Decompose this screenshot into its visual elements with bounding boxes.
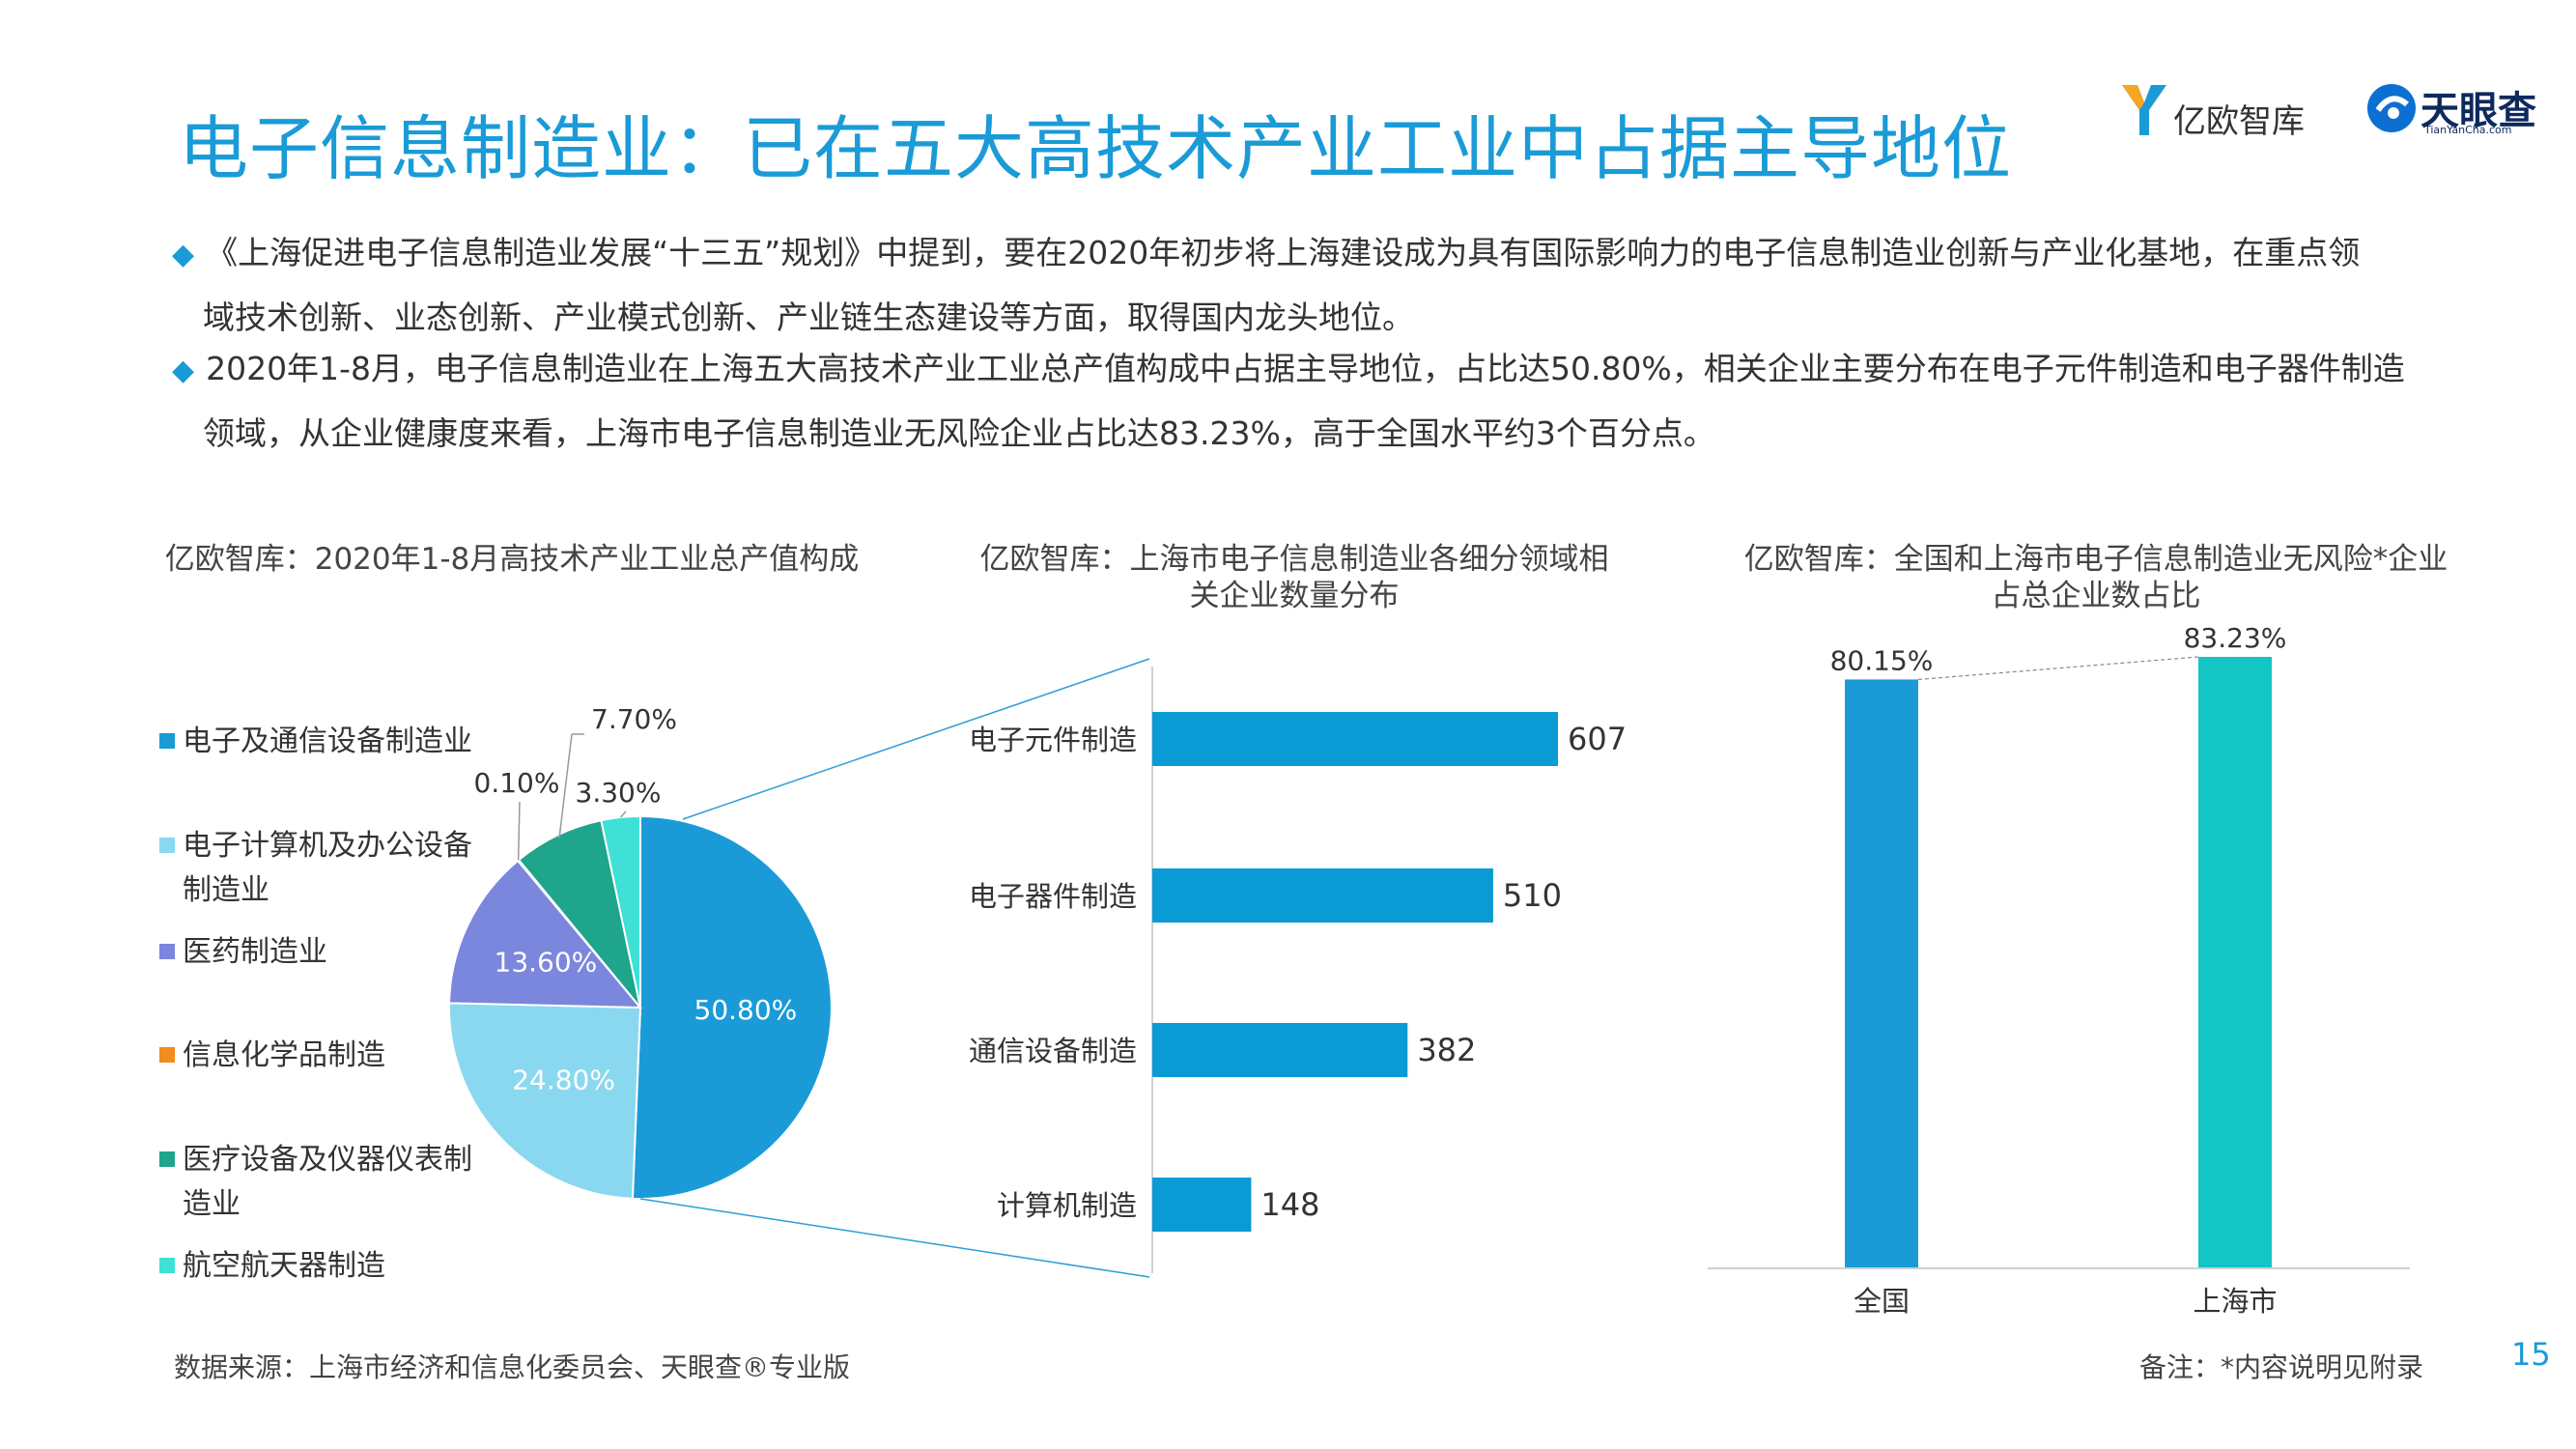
- pie-leader-4: [558, 733, 573, 839]
- hbar-0: [1152, 712, 1558, 766]
- legend-swatch: [159, 1258, 175, 1273]
- legend-item-4: 医疗设备及仪器仪表制 造业: [159, 1138, 472, 1227]
- hbar-3: [1152, 1178, 1252, 1232]
- hbar-category-1: 电子器件制造: [969, 880, 1137, 913]
- legend-item-3: 信息化学品制造: [159, 1034, 385, 1078]
- legend-item-0: 电子及通信设备制造业: [159, 720, 472, 764]
- bullet-1-cont: 域技术创新、业态创新、产业模式创新、产业链生态建设等方面，取得国内龙头地位。: [203, 298, 1414, 336]
- diamond-icon: ◆: [172, 354, 195, 387]
- tianyancha-logo-icon: [2364, 81, 2419, 135]
- hbar-1: [1152, 868, 1493, 923]
- tianyancha-logo-text: 天眼查: [2420, 89, 2536, 133]
- pie-label-1: 24.80%: [512, 1065, 615, 1096]
- hbar-value-2: 382: [1417, 1032, 1476, 1068]
- legend-swatch: [159, 944, 175, 959]
- pie-label-0: 50.80%: [694, 994, 798, 1026]
- legend-item-2: 医药制造业: [159, 930, 327, 975]
- column-value-0: 80.15%: [1830, 644, 1934, 676]
- legend-label: 电子计算机及办公设备: [183, 829, 472, 863]
- legend-swatch: [159, 1047, 175, 1063]
- pie-chart-title: 亿欧智库：2020年1-8月高技术产业工业总产值构成: [164, 542, 860, 577]
- pie-slice-5: [600, 814, 641, 1009]
- column-value-1: 83.23%: [2184, 622, 2287, 654]
- connector-bottom: [639, 1198, 1150, 1278]
- bullet-2-cont: 领域，从企业健康度来看，上海市电子信息制造业无风险企业占比达83.23%，高于全…: [203, 414, 1715, 452]
- bar-chart-title: 亿欧智库：上海市电子信息制造业各细分领域相 关企业数量分布: [979, 542, 1609, 613]
- hbar-value-1: 510: [1503, 877, 1562, 914]
- legend-label: 医药制造业: [183, 935, 327, 969]
- bullet-2: ◆ 2020年1-8月，电子信息制造业在上海五大高技术产业工业总产值构成中占据主导…: [172, 350, 2405, 387]
- legend-label: 信息化学品制造: [183, 1038, 385, 1072]
- pie-slice-1: [448, 1002, 642, 1200]
- hbar-2: [1152, 1023, 1408, 1077]
- legend-label: 制造业: [183, 873, 269, 907]
- column-category-0: 全国: [1854, 1285, 1910, 1318]
- legend-label: 医疗设备及仪器仪表制: [183, 1143, 472, 1177]
- hbar-category-3: 计算机制造: [997, 1189, 1137, 1222]
- column-chart-title: 亿欧智库：全国和上海市电子信息制造业无风险*企业 占总企业数占比: [1743, 542, 2449, 613]
- tianyancha-logo-sub: TianYanCha.com: [2424, 124, 2512, 136]
- pie-slice-0: [631, 814, 833, 1200]
- legend-label: 造业: [183, 1187, 241, 1221]
- column-category-1: 上海市: [2193, 1285, 2277, 1318]
- connector-top: [682, 658, 1150, 820]
- legend-item-5: 航空航天器制造: [159, 1244, 385, 1289]
- legend-swatch: [159, 838, 175, 853]
- legend-swatch: [159, 1151, 175, 1167]
- bullet-1: ◆ 《上海促进电子信息制造业发展“十三五”规划》中提到，要在2020年初步将上海建…: [172, 234, 2361, 271]
- hbar-value-3: 148: [1260, 1186, 1319, 1223]
- page-title: 电子信息制造业：已在五大高技术产业工业中占据主导地位: [179, 108, 2013, 189]
- hbar-value-0: 607: [1568, 721, 1627, 757]
- legend-item-1: 电子计算机及办公设备 制造业: [159, 824, 472, 913]
- pie-label-4: 7.70%: [591, 703, 677, 735]
- footnote: 备注：*内容说明见附录: [2139, 1351, 2424, 1383]
- pie-label-2: 13.60%: [495, 947, 598, 979]
- legend-label: 电子及通信设备制造业: [183, 724, 472, 758]
- yiou-logo-text: 亿欧智库: [2173, 102, 2305, 141]
- yiou-logo-icon: [2120, 81, 2168, 139]
- pie-slice-2: [448, 859, 643, 1009]
- column-1: [2198, 657, 2272, 1268]
- diamond-icon: ◆: [172, 238, 195, 271]
- pie-label-5: 3.30%: [576, 777, 662, 809]
- page-number: 15: [2511, 1336, 2551, 1373]
- data-source: 数据来源：上海市经济和信息化委员会、天眼查®专业版: [174, 1351, 851, 1383]
- column-trend-line: [1917, 656, 2199, 681]
- legend-swatch: [159, 733, 175, 749]
- column-0: [1845, 679, 1918, 1268]
- pie-leader-5: [620, 810, 627, 818]
- pie-leader-3: [517, 801, 521, 861]
- legend-label: 航空航天器制造: [183, 1249, 385, 1283]
- pie-label-3: 0.10%: [474, 767, 560, 799]
- hbar-category-0: 电子元件制造: [969, 724, 1137, 756]
- hbar-category-2: 通信设备制造: [969, 1035, 1137, 1067]
